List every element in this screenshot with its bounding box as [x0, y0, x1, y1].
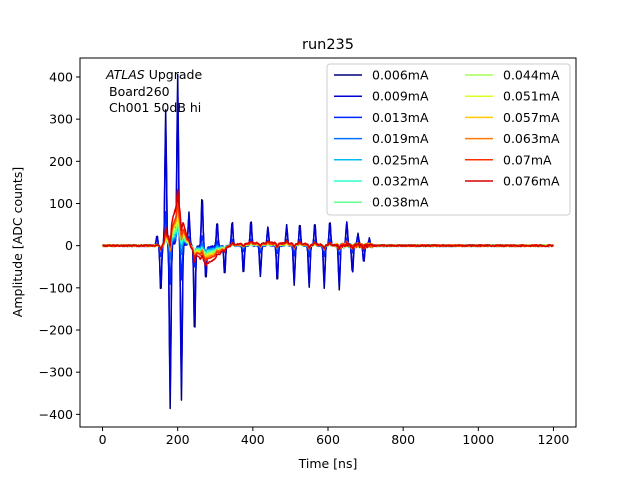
- y-tick-label: 300: [49, 112, 73, 127]
- legend-entry: 0.063mA: [465, 131, 560, 146]
- y-tick-label: −400: [39, 407, 73, 422]
- x-tick-label: 1000: [462, 432, 494, 447]
- annotation-board: Board260: [109, 84, 170, 99]
- plot-frame: [79, 57, 577, 428]
- y-axis-label: Amplitude [ADC counts]: [10, 167, 25, 317]
- legend-label: 0.006mA: [372, 68, 429, 83]
- legend-entry: 0.076mA: [465, 174, 560, 189]
- legend-label: 0.013mA: [372, 110, 429, 125]
- legend-entry: 0.07mA: [465, 152, 552, 167]
- legend-label: 0.044mA: [503, 68, 560, 83]
- legend-entry: 0.006mA: [334, 68, 429, 83]
- x-tick-label: 1200: [538, 432, 570, 447]
- legend-entry: 0.013mA: [334, 110, 429, 125]
- chart-title: run235: [302, 37, 354, 53]
- y-tick-label: −100: [39, 280, 73, 295]
- x-tick-label: 600: [316, 432, 340, 447]
- legend-label: 0.019mA: [372, 131, 429, 146]
- legend-entry: 0.009mA: [334, 89, 429, 104]
- y-tick-label: 0: [65, 238, 73, 253]
- annotation-upgrade: Upgrade: [145, 67, 203, 82]
- legend-label: 0.076mA: [503, 174, 560, 189]
- annotation-channel: Ch001 50dB hi: [109, 100, 201, 115]
- x-tick-label: 800: [391, 432, 415, 447]
- legend-label: 0.032mA: [372, 174, 429, 189]
- legend-entry: 0.032mA: [334, 174, 429, 189]
- y-tick-label: 400: [49, 69, 73, 84]
- legend-entry: 0.044mA: [465, 68, 560, 83]
- legend-entry: 0.038mA: [334, 195, 429, 210]
- annotation-atlas: ATLAS: [105, 67, 145, 82]
- series-line-0.076mA: [102, 188, 554, 267]
- x-axis-label: Time [ns]: [298, 456, 358, 471]
- y-tick-label: 100: [49, 196, 73, 211]
- y-tick-label: −300: [39, 365, 73, 380]
- legend-entry: 0.019mA: [334, 131, 429, 146]
- legend-label: 0.038mA: [372, 195, 429, 210]
- legend-entry: 0.057mA: [465, 110, 560, 125]
- legend-label: 0.025mA: [372, 152, 429, 167]
- svg-text:ATLAS Upgrade: ATLAS Upgrade: [105, 67, 202, 82]
- x-tick-label: 200: [166, 432, 190, 447]
- atlas-annotation: ATLAS Upgrade Board260 Ch001 50dB hi: [105, 67, 202, 115]
- legend-label: 0.063mA: [503, 131, 560, 146]
- y-tick-label: 200: [49, 154, 73, 169]
- x-tick-label: 0: [99, 432, 107, 447]
- y-tick-label: −200: [39, 323, 73, 338]
- x-tick-label: 400: [241, 432, 265, 447]
- legend-entry: 0.051mA: [465, 89, 560, 104]
- legend-entry: 0.025mA: [334, 152, 429, 167]
- legend-label: 0.009mA: [372, 89, 429, 104]
- legend-label: 0.051mA: [503, 89, 560, 104]
- legend: 0.006mA 0.009mA 0.013mA 0.019mA 0.025mA 0.032…: [326, 63, 571, 216]
- legend-box: [326, 63, 571, 216]
- legend-label: 0.057mA: [503, 110, 560, 125]
- legend-label: 0.07mA: [503, 152, 552, 167]
